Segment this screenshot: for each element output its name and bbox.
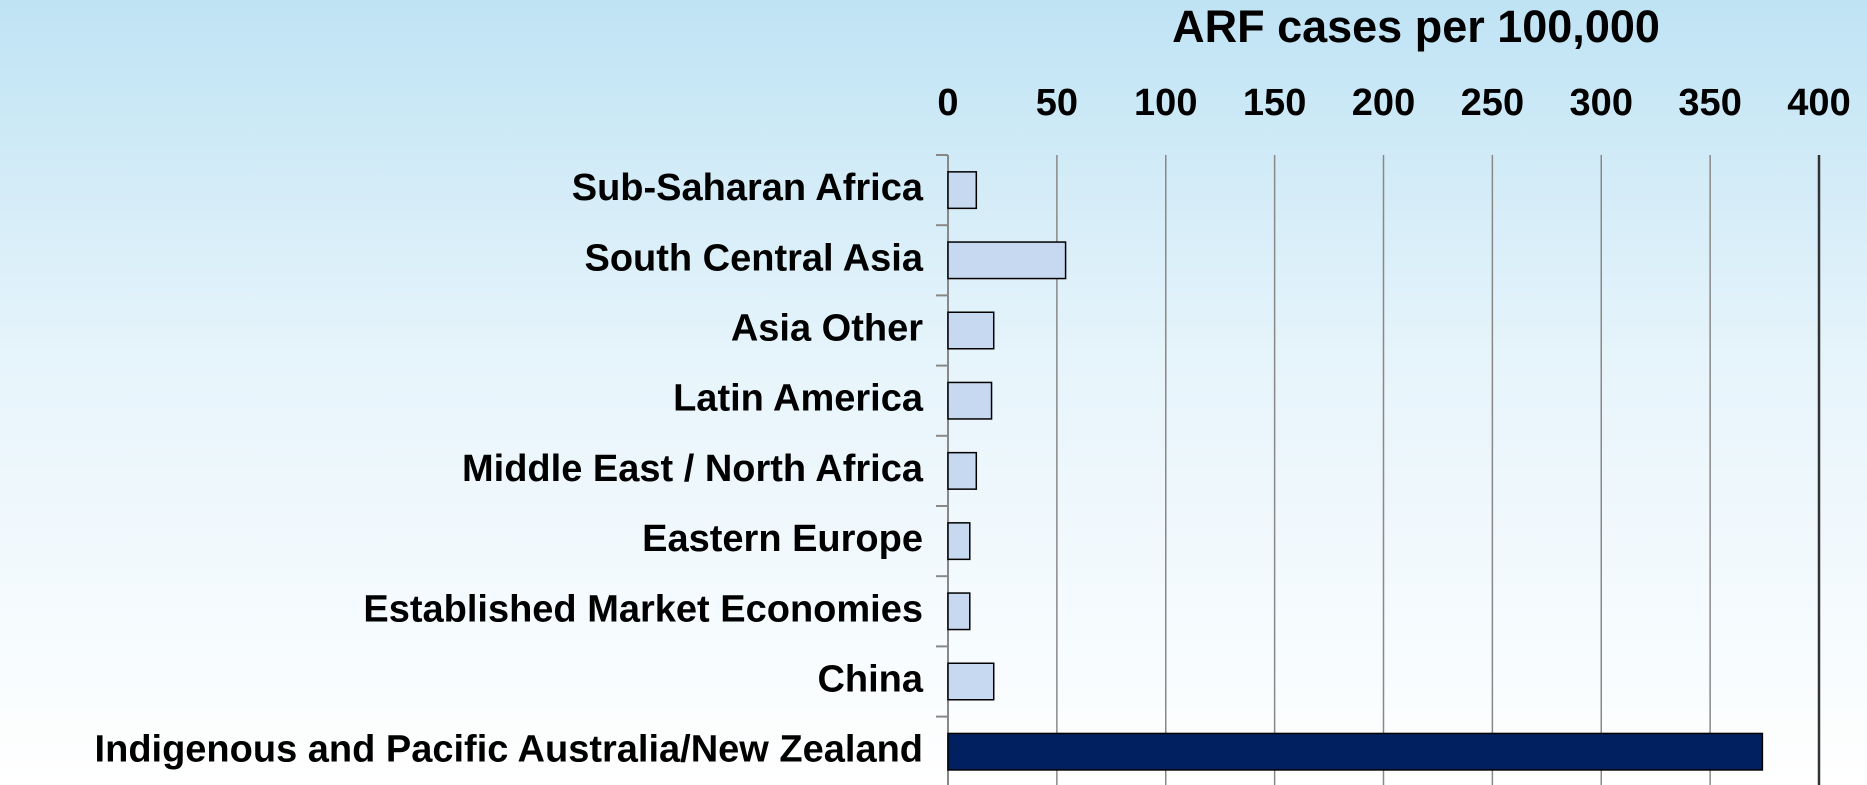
y-tick-label: Indigenous and Pacific Australia/New Zea… — [95, 729, 923, 771]
y-tick-label: Sub-Saharan Africa — [572, 167, 924, 209]
x-tick-label: 50 — [1036, 82, 1078, 124]
y-tick-label: China — [817, 659, 923, 701]
bar — [947, 592, 971, 631]
x-tick-label: 350 — [1678, 82, 1741, 124]
x-tick-label: 100 — [1134, 82, 1197, 124]
bar — [947, 732, 1764, 771]
y-tick-label: Eastern Europe — [642, 518, 923, 560]
x-tick-label: 300 — [1570, 82, 1633, 124]
chart-title: ARF cases per 100,000 — [1172, 1, 1660, 52]
bar — [947, 662, 995, 701]
x-tick-label: 250 — [1461, 82, 1524, 124]
x-tick-label: 200 — [1352, 82, 1415, 124]
bar — [947, 241, 1067, 280]
bar — [947, 451, 978, 490]
x-tick-label: 150 — [1243, 82, 1306, 124]
bar — [947, 171, 978, 210]
bar — [947, 522, 971, 561]
y-tick-label: Latin America — [673, 378, 924, 420]
x-tick-label: 0 — [937, 82, 958, 124]
y-tick-label: Middle East / North Africa — [462, 448, 924, 490]
y-tick-label: Established Market Economies — [363, 588, 923, 630]
y-tick-label: Asia Other — [731, 308, 923, 350]
x-tick-label: 400 — [1787, 82, 1850, 124]
y-tick-label: South Central Asia — [584, 237, 923, 279]
bar — [947, 381, 993, 420]
bar — [947, 311, 995, 350]
